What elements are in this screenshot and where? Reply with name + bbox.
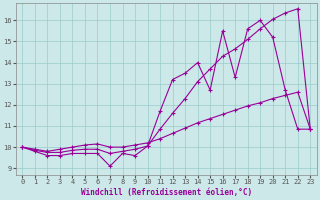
X-axis label: Windchill (Refroidissement éolien,°C): Windchill (Refroidissement éolien,°C) xyxy=(81,188,252,197)
